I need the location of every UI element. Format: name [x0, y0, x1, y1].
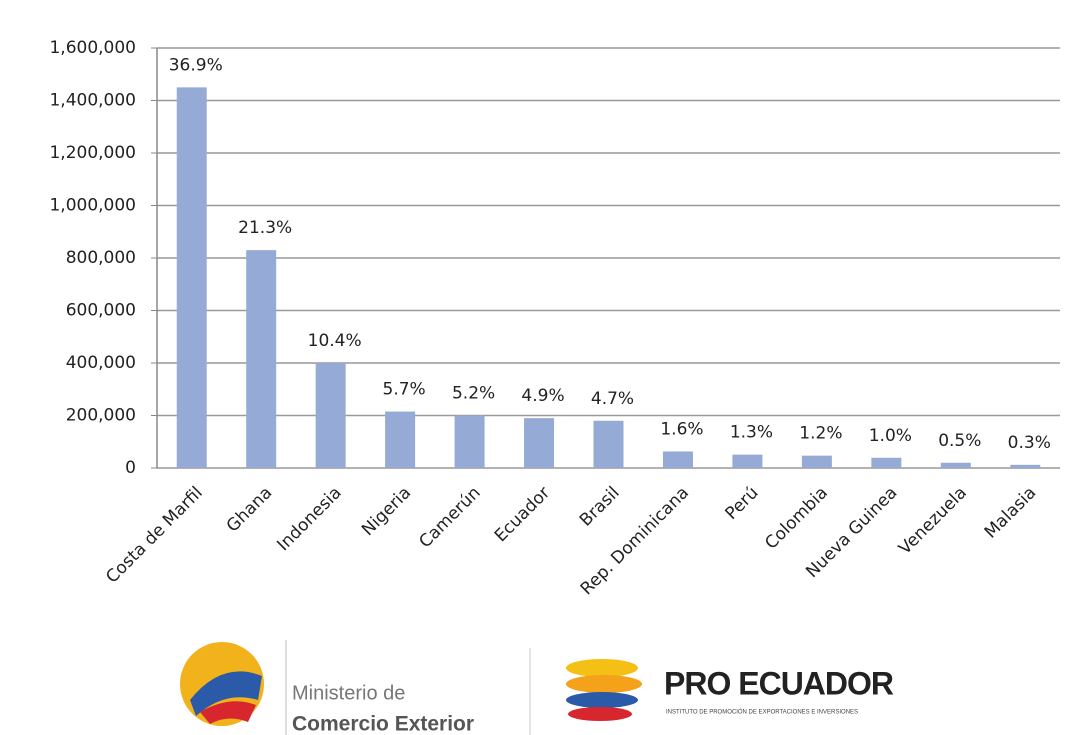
y-tick-label: 400,000 — [66, 353, 136, 373]
bar — [246, 250, 277, 468]
data-label: 5.2% — [452, 384, 495, 404]
bar — [1010, 464, 1041, 468]
x-tick-label: Venezuela — [895, 483, 971, 559]
data-label: 1.6% — [660, 419, 703, 439]
y-tick-label: 1,400,000 — [49, 91, 136, 111]
x-tick-label: Perú — [722, 483, 763, 524]
bar — [871, 457, 902, 468]
y-tick-label: 800,000 — [66, 248, 136, 268]
logo-stripe — [566, 659, 638, 677]
x-tick-label: Malasia — [981, 483, 1041, 543]
y-tick-label: 600,000 — [66, 301, 136, 321]
ministry-logo: Ministerio de Comercio Exterior — [180, 640, 474, 735]
x-tick-label: Nigeria — [358, 483, 415, 540]
logo-stripe — [568, 707, 632, 721]
bar — [801, 455, 832, 468]
data-label: 0.3% — [1008, 433, 1051, 453]
y-tick-label: 200,000 — [66, 406, 136, 426]
ministry-name: Comercio Exterior — [292, 713, 474, 735]
x-tick-label: Indonesia — [273, 483, 345, 555]
bar — [385, 411, 416, 468]
bar — [315, 363, 346, 468]
data-label: 0.5% — [938, 431, 981, 451]
bar — [662, 451, 693, 468]
pro-ecuador-name: PRO ECUADOR — [664, 665, 894, 701]
y-tick-label: 1,600,000 — [49, 38, 136, 58]
data-label: 4.9% — [521, 386, 564, 406]
x-tick-label: Camerún — [415, 483, 484, 552]
data-label: 10.4% — [308, 331, 362, 351]
bar — [176, 87, 207, 468]
data-label: 5.7% — [383, 380, 426, 400]
x-tick-label: Colombia — [761, 483, 832, 554]
x-tick-label: Ghana — [223, 483, 276, 536]
bar — [593, 420, 624, 468]
logo-stripe — [566, 675, 642, 693]
logo-stripe — [566, 692, 638, 708]
data-label: 21.3% — [238, 218, 292, 238]
logo-band — [190, 671, 262, 716]
bar — [454, 415, 485, 468]
y-tick-label: 0 — [125, 458, 136, 478]
data-label: 1.2% — [799, 424, 842, 444]
ministry-name: Ministerio de — [292, 682, 405, 704]
pro-ecuador-sub: INSTITUTO DE PROMOCIÓN DE EXPORTACIONES … — [666, 709, 858, 716]
data-label: 36.9% — [169, 55, 223, 75]
bar — [940, 462, 971, 468]
logo-band — [200, 701, 256, 724]
data-label: 4.7% — [591, 389, 634, 409]
bar — [732, 454, 763, 468]
x-tick-label: Brasil — [576, 483, 624, 531]
data-label: 1.0% — [869, 426, 912, 446]
y-tick-label: 1,200,000 — [49, 143, 136, 163]
data-label: 1.3% — [730, 423, 773, 443]
x-tick-label: Costa de Marfil — [102, 483, 206, 587]
bar — [524, 418, 555, 468]
y-tick-label: 1,000,000 — [49, 196, 136, 216]
pro-ecuador-logo: PRO ECUADOR INSTITUTO DE PROMOCIÓN DE EX… — [566, 659, 895, 721]
x-tick-label: Ecuador — [491, 483, 554, 546]
